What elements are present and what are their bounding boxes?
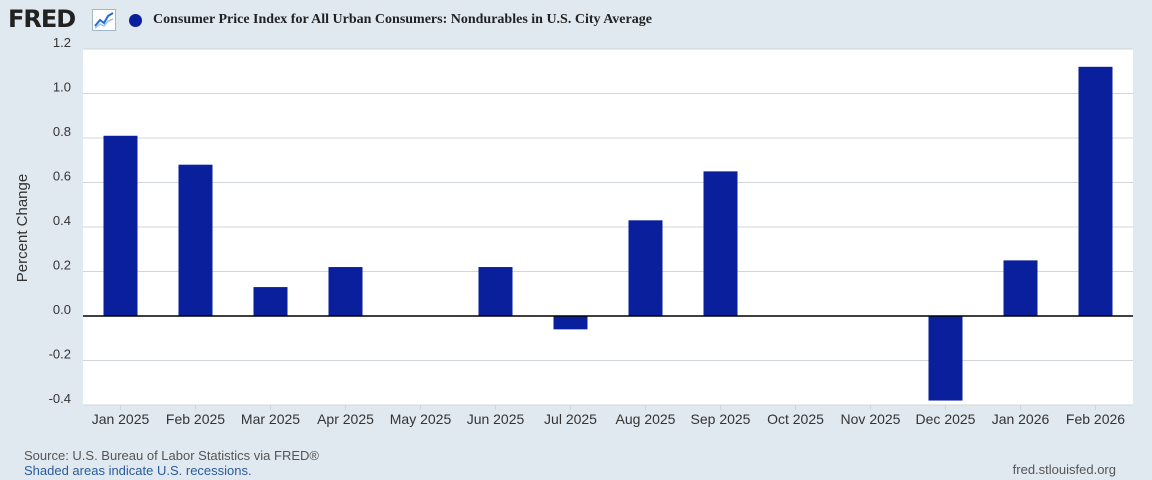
series-title: Consumer Price Index for All Urban Consu…: [153, 12, 652, 27]
y-axis-ticks: 1.2 1.0 0.8 0.6 0.4 0.2 0.0 -0.2 -0.4: [49, 35, 71, 406]
y-tick-label: 1.0: [53, 80, 71, 95]
recession-note-link[interactable]: Shaded areas indicate U.S. recessions.: [24, 463, 252, 478]
x-tick-label: May 2025: [390, 411, 452, 427]
y-tick-label: 0.0: [53, 302, 71, 317]
y-tick-label: -0.4: [49, 391, 71, 406]
x-tick-label: Sep 2025: [691, 411, 751, 427]
x-tick-label: Jan 2025: [92, 411, 150, 427]
x-tick-label: Feb 2026: [1066, 411, 1125, 427]
fred-graph-icon: [92, 9, 116, 31]
bar: [253, 287, 288, 316]
bar-chart: 1.2 1.0 0.8 0.6 0.4 0.2 0.0 -0.2 -0.4 Jan 2025 Fe…: [14, 35, 1133, 427]
x-tick-label: Nov 2025: [841, 411, 901, 427]
bar: [628, 220, 663, 316]
y-tick-label: -0.2: [49, 347, 71, 362]
y-tick-label: 0.4: [53, 213, 71, 228]
x-tick-label: Oct 2025: [767, 411, 824, 427]
bar: [178, 164, 213, 316]
x-axis-ticks: Jan 2025 Feb 2025 Mar 2025 Apr 2025 May 2025…: [92, 405, 1125, 427]
bar: [703, 171, 738, 316]
bar: [553, 316, 588, 330]
y-axis-label: Percent Change: [14, 174, 31, 282]
x-tick-label: Feb 2025: [166, 411, 225, 427]
x-tick-label: Mar 2025: [241, 411, 300, 427]
legend-series-marker: [129, 14, 142, 27]
bar: [328, 267, 363, 316]
x-tick-label: Apr 2025: [317, 411, 374, 427]
y-tick-label: 0.6: [53, 169, 71, 184]
source-note: Source: U.S. Bureau of Labor Statistics …: [24, 448, 319, 463]
x-tick-label: Jan 2026: [992, 411, 1050, 427]
bar: [478, 267, 513, 316]
footer-notes: Source: U.S. Bureau of Labor Statistics …: [24, 448, 319, 478]
y-tick-label: 1.2: [53, 35, 71, 50]
bar: [1003, 260, 1038, 316]
y-tick-label: 0.2: [53, 258, 71, 273]
x-tick-label: Aug 2025: [616, 411, 676, 427]
y-tick-label: 0.8: [53, 124, 71, 139]
bar: [103, 135, 138, 316]
bar: [928, 316, 963, 401]
bar: [1078, 66, 1113, 316]
site-url[interactable]: fred.stlouisfed.org: [1012, 462, 1116, 477]
bar-series: [103, 66, 1113, 401]
x-tick-label: Dec 2025: [916, 411, 976, 427]
fred-logo[interactable]: FRED: [8, 5, 76, 33]
chart-header: FRED Consumer Price Index for All Urban …: [0, 0, 1152, 40]
x-tick-label: Jun 2025: [467, 411, 525, 427]
x-tick-label: Jul 2025: [544, 411, 597, 427]
